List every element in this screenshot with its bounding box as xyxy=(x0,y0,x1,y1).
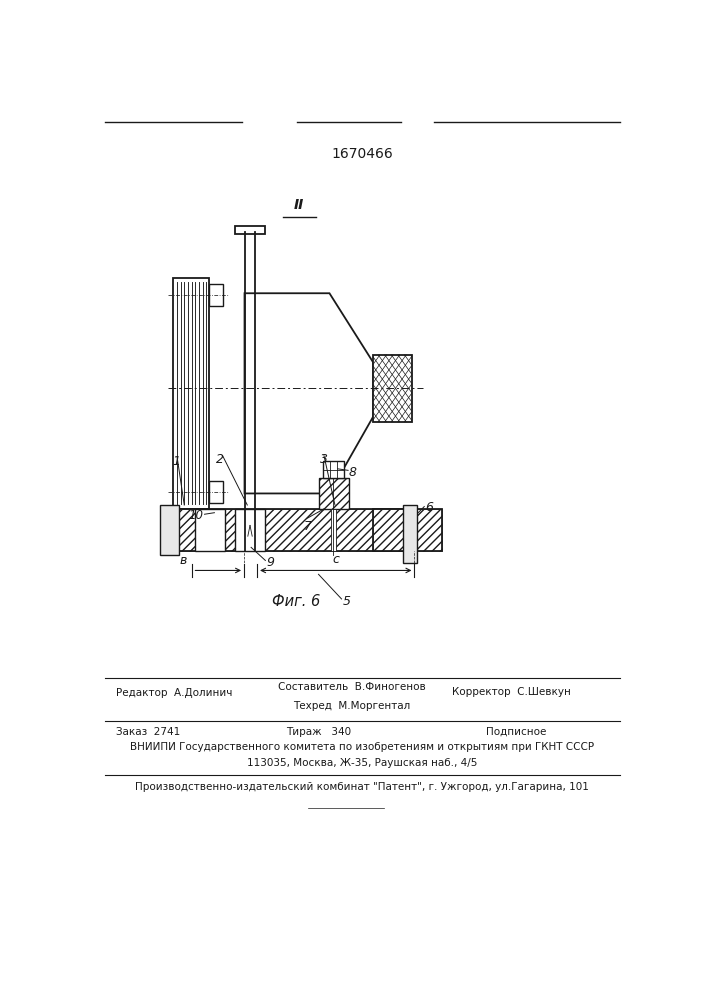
Text: 1670466: 1670466 xyxy=(332,147,393,161)
Text: 8: 8 xyxy=(349,466,356,479)
Bar xyxy=(235,226,265,234)
Bar xyxy=(173,278,209,509)
Text: Составитель  В.Финогенов: Составитель В.Финогенов xyxy=(278,682,425,692)
Bar xyxy=(209,284,223,306)
Text: Редактор  А.Долинич: Редактор А.Долинич xyxy=(116,687,232,698)
Text: Тираж   340: Тираж 340 xyxy=(286,727,351,737)
Text: Производственно-издательский комбинат "Патент", г. Ужгород, ул.Гагарина, 101: Производственно-издательский комбинат "П… xyxy=(136,782,589,792)
Text: 3: 3 xyxy=(320,453,328,466)
Text: Корректор  С.Шевкун: Корректор С.Шевкун xyxy=(452,687,571,697)
Text: 113035, Москва, Ж-35, Раушская наб., 4/5: 113035, Москва, Ж-35, Раушская наб., 4/5 xyxy=(247,758,477,768)
Bar xyxy=(195,509,226,551)
Text: Техред  М.Моргентал: Техред М.Моргентал xyxy=(293,701,410,711)
Text: в: в xyxy=(180,554,187,567)
Bar xyxy=(404,505,417,563)
Bar xyxy=(235,509,265,551)
Bar xyxy=(323,461,344,478)
Text: 10: 10 xyxy=(189,509,204,522)
Text: 6: 6 xyxy=(426,501,433,514)
Bar xyxy=(319,478,349,509)
Bar xyxy=(179,509,442,551)
Bar xyxy=(209,481,223,503)
Text: Фиг. 6: Фиг. 6 xyxy=(272,594,321,609)
Bar xyxy=(373,509,414,551)
Bar xyxy=(179,509,442,551)
Text: ВНИИПИ Государственного комитета по изобретениям и открытиям при ГКНТ СССР: ВНИИПИ Государственного комитета по изоб… xyxy=(130,742,595,752)
Bar xyxy=(373,509,414,551)
Polygon shape xyxy=(245,293,373,493)
Bar xyxy=(319,478,349,509)
Text: 2: 2 xyxy=(216,453,224,466)
Bar xyxy=(331,509,336,551)
Text: с: с xyxy=(332,553,339,566)
Text: Подписное: Подписное xyxy=(486,727,546,737)
Bar xyxy=(160,505,179,555)
Text: Заказ  2741: Заказ 2741 xyxy=(116,727,180,737)
Text: 9: 9 xyxy=(267,556,274,569)
Text: 5: 5 xyxy=(343,595,351,608)
Text: II: II xyxy=(294,198,305,212)
Text: 7: 7 xyxy=(303,520,312,533)
Text: 1: 1 xyxy=(172,455,180,468)
Bar xyxy=(373,355,411,422)
